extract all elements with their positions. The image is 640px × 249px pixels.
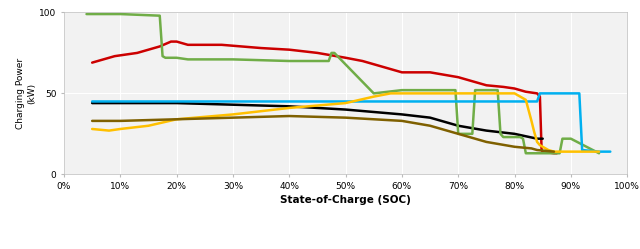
Y-axis label: Charging Power
(kW): Charging Power (kW): [16, 58, 36, 129]
X-axis label: State-of-Charge (SOC): State-of-Charge (SOC): [280, 195, 411, 205]
